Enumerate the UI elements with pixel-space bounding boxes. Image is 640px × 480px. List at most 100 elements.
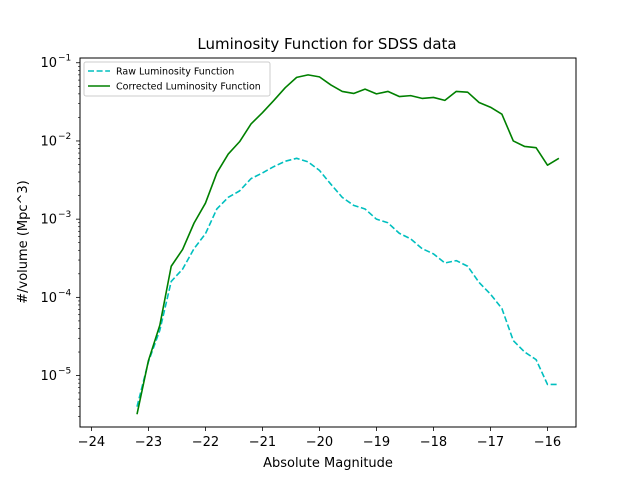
series-1-point [307, 74, 309, 76]
x-tick-label: −16 [534, 435, 561, 450]
x-axis-ticks: −24 −23 −22 −21 −20 −19 −18 −17 −16 [78, 427, 561, 450]
series-0-point [273, 166, 275, 168]
series-1-point [193, 222, 195, 224]
y-tick-exponent: −2 [58, 132, 71, 142]
series-1-point [205, 202, 207, 204]
y-tick-label: 10 [40, 213, 57, 228]
x-tick-label: −24 [78, 435, 105, 450]
legend-label-raw: Raw Luminosity Function [116, 67, 234, 78]
legend-label-corrected: Corrected Luminosity Function [116, 82, 261, 93]
series-1-point [558, 158, 560, 160]
series-0-point [376, 218, 378, 220]
series-1-point [535, 147, 537, 149]
series-1-point [296, 77, 298, 79]
series-0-point [512, 340, 514, 342]
series-0-point [205, 233, 207, 235]
x-tick-label: −23 [135, 435, 162, 450]
series-0-point [398, 232, 400, 234]
series-0-point [262, 172, 264, 174]
series-1-point [512, 140, 514, 142]
series-1-point [216, 172, 218, 174]
series-0-point [239, 190, 241, 192]
series-0-point [284, 160, 286, 162]
series-1-point [376, 93, 378, 95]
series-0-point [227, 197, 229, 199]
x-tick-label: −22 [192, 435, 219, 450]
series-0-point [296, 158, 298, 160]
x-tick-label: −21 [249, 435, 276, 450]
y-tick-exponent: −1 [58, 54, 71, 64]
series-0-point [330, 183, 332, 185]
x-tick-label: −17 [477, 435, 504, 450]
series-0-point [341, 197, 343, 199]
series-0-point [182, 268, 184, 270]
series-0-point [421, 248, 423, 250]
series-1-point [444, 100, 446, 102]
y-tick-exponent: −5 [58, 367, 71, 377]
series-line-1 [136, 74, 560, 415]
series-1-point [284, 87, 286, 89]
series-1-point [262, 112, 264, 114]
series-0-point [170, 281, 172, 283]
series-0-point [250, 178, 252, 180]
series-0-point [307, 161, 309, 163]
series-1-point [182, 249, 184, 251]
series-1-point [387, 91, 389, 93]
series-1-point [547, 164, 549, 166]
y-tick-label: 10 [40, 369, 57, 384]
series-1-point [364, 88, 366, 90]
legend-box [83, 61, 271, 97]
series-1-point [148, 360, 150, 362]
series-1-point [330, 84, 332, 86]
series-0-point [444, 262, 446, 264]
series-0-point [319, 170, 321, 172]
series-1-point [433, 97, 435, 99]
x-axis-label: Absolute Magnitude [263, 456, 393, 471]
x-tick-label: −20 [306, 435, 333, 450]
series-0-point [410, 238, 412, 240]
series-1-point [319, 76, 321, 78]
series-1-point [478, 102, 480, 104]
series-0-point [193, 248, 195, 250]
y-tick-label: 10 [40, 291, 57, 306]
y-tick-exponent: −4 [58, 288, 72, 298]
legend: Raw Luminosity Function Corrected Lumino… [83, 61, 271, 97]
series-1-point [159, 324, 161, 326]
series-1-point [239, 141, 241, 143]
series-1-point [410, 95, 412, 97]
series-0-point [136, 406, 138, 408]
series-1-point [398, 96, 400, 98]
series-0-point [159, 329, 161, 331]
series-1-point [170, 265, 172, 267]
series-0-point [216, 208, 218, 210]
series-0-point [524, 351, 526, 353]
series-1-point [353, 93, 355, 95]
series-0-point [353, 205, 355, 207]
series-1-point [421, 98, 423, 100]
series-1-point [467, 91, 469, 93]
series-0-point [364, 208, 366, 210]
x-tick-label: −18 [420, 435, 447, 450]
series-0-point [387, 222, 389, 224]
series-0-point [478, 282, 480, 284]
series-0-point [547, 384, 549, 386]
y-tick-exponent: −3 [58, 210, 71, 220]
series-0-point [501, 308, 503, 310]
series-0-point [490, 293, 492, 295]
y-axis-label: #/volume (Mpc^3) [16, 180, 31, 304]
series-line-0 [136, 157, 559, 407]
series-1-point [227, 153, 229, 155]
series-1-point [136, 413, 138, 415]
series-1-point [273, 100, 275, 102]
y-tick-label: 10 [40, 56, 57, 71]
plot-lines [136, 74, 560, 415]
series-0-point [433, 253, 435, 255]
series-0-point [535, 359, 537, 361]
series-1-point [501, 113, 503, 115]
x-tick-label: −19 [363, 435, 390, 450]
series-0-point [558, 384, 560, 386]
chart-title: Luminosity Function for SDSS data [197, 35, 456, 53]
series-0-point [467, 265, 469, 267]
series-1-point [341, 91, 343, 93]
